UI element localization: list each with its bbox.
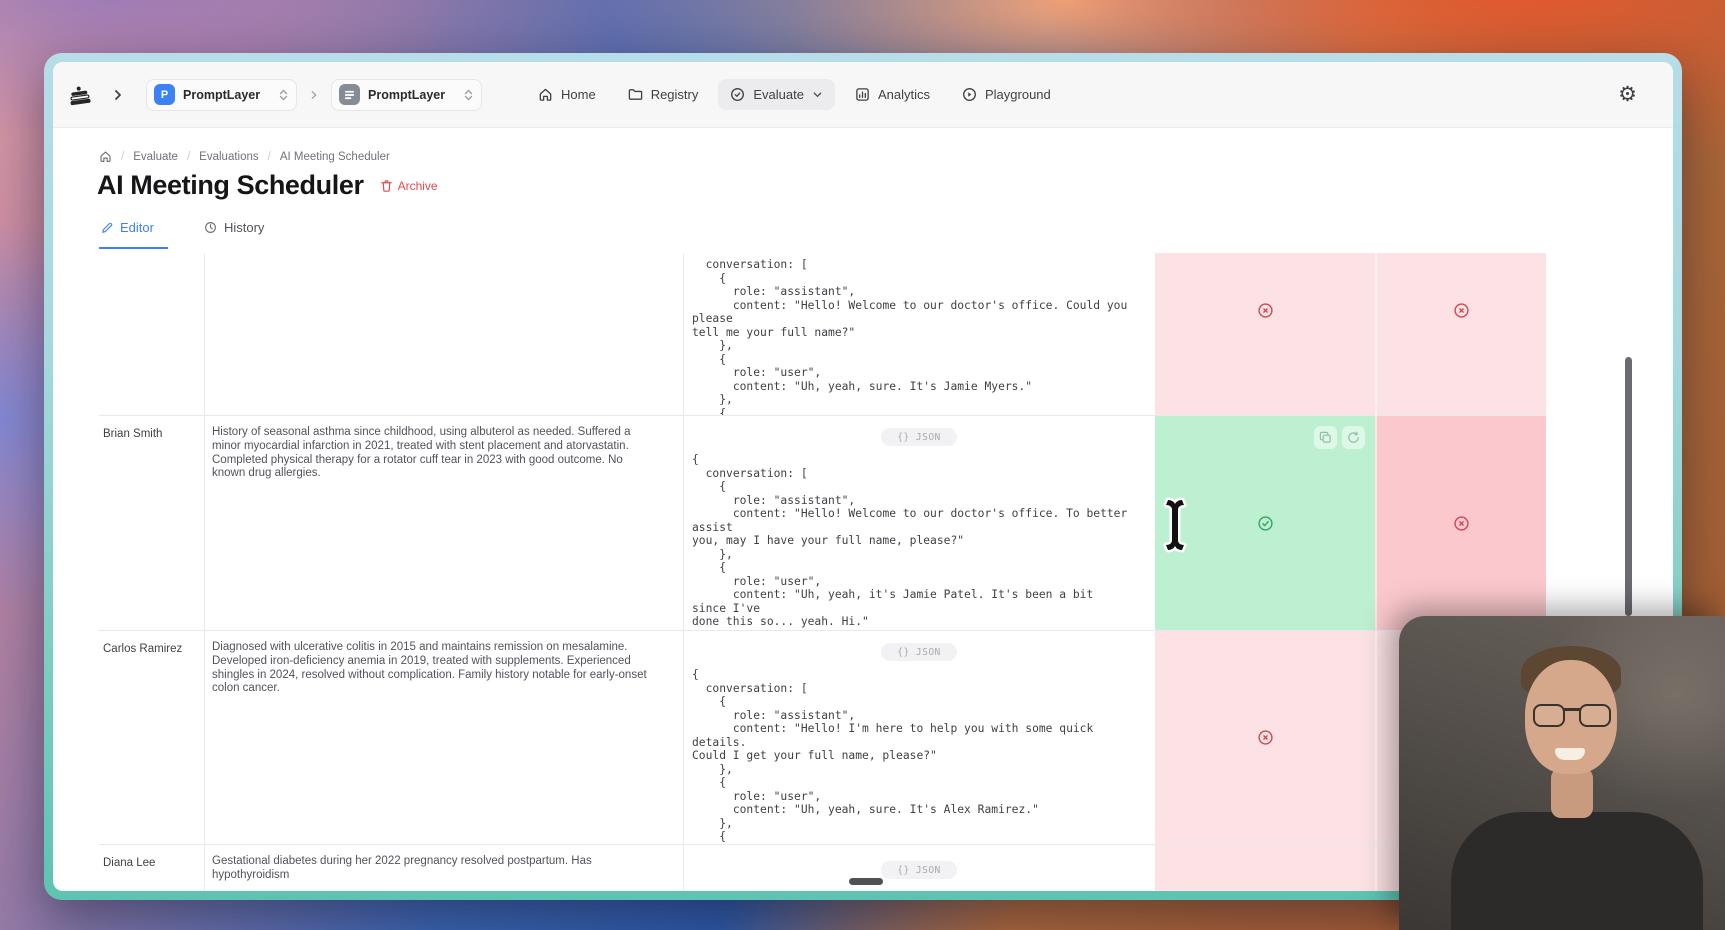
sidebar-expand-chevron-icon[interactable] [112,89,124,101]
tab-history-label: History [223,220,265,235]
eval-result-cell-fail[interactable] [1155,631,1375,844]
patient-name-cell: Diana Lee [103,857,156,869]
person-smile [1555,748,1585,760]
breadcrumb-separator: / [121,150,125,163]
json-content: conversation: [ { role: "assistant", con… [692,258,1128,415]
nav-evaluate-label: Evaluate [753,87,804,102]
fail-circle-x-icon [1454,303,1469,318]
pencil-icon [102,222,113,233]
patient-history-cell: Diagnosed with ulcerative colitis in 201… [212,641,647,695]
nav-playground[interactable]: Playground [950,79,1063,110]
horizontal-scrollbar[interactable] [849,878,883,885]
nav-home[interactable]: Home [526,79,608,110]
analytics-icon [856,88,869,101]
json-content: { conversation: [ { role: "assistant", c… [692,453,1128,630]
fail-circle-x-icon [1257,730,1273,745]
select-updown-icon [279,88,288,101]
json-output-cell[interactable]: {} JSON { conversation: [ { role: "assis… [683,416,1155,630]
person-torso [1451,812,1703,930]
breadcrumb: / Evaluate / Evaluations / AI Meeting Sc… [99,150,390,163]
patient-history-cell: History of seasonal asthma since childho… [212,426,631,480]
breadcrumb-evaluations[interactable]: Evaluations [199,150,259,163]
patient-name-cell: Brian Smith [103,428,163,440]
json-output-cell[interactable]: {} JSON [683,845,1155,891]
nav-playground-label: Playground [985,87,1051,102]
nav-analytics-label: Analytics [877,87,930,102]
page-title: AI Meeting Scheduler [97,170,364,200]
trash-icon [380,179,392,192]
eval-result-cell-pass[interactable] [1155,416,1375,630]
json-type-badge: {} JSON [881,643,957,661]
json-output-cell[interactable]: {} JSON { conversation: [ { role: "assis… [683,631,1155,844]
project-icon [339,84,360,105]
json-type-badge: {} JSON [881,861,957,879]
copy-result-button[interactable] [1314,426,1337,449]
breadcrumb-separator: / [267,150,271,163]
fail-circle-x-icon [1454,515,1469,531]
fail-circle-x-icon [1257,303,1273,318]
patient-history-cell: Gestational diabetes during her 2022 pre… [212,855,592,881]
eval-result-cell-fail[interactable] [1155,253,1375,415]
app-window: P PromptLayer PromptLayer Home [44,53,1682,900]
json-type-badge: {} JSON [881,428,957,446]
patient-name-cell: Carlos Ramirez [103,643,183,655]
workspace-p-icon: P [154,84,175,105]
workspace-breadcrumb-chevron-icon [309,90,319,100]
copy-icon [1319,431,1331,443]
workspace-selector[interactable]: P PromptLayer [146,78,297,111]
eval-result-cell-fail[interactable] [1155,845,1375,891]
table-row: conversation: [ { role: "assistant", con… [99,253,1546,416]
json-output-cell[interactable]: conversation: [ { role: "assistant", con… [683,253,1155,415]
clock-history-icon [205,222,216,233]
archive-label: Archive [397,178,438,193]
nav-home-label: Home [561,87,596,102]
home-icon [539,88,552,101]
evaluation-table: conversation: [ { role: "assistant", con… [99,253,1546,891]
nav-evaluate[interactable]: Evaluate [718,79,835,110]
top-toolbar: P PromptLayer PromptLayer Home [53,62,1673,128]
eval-result-cell-fail[interactable] [1375,253,1546,415]
refresh-icon [1348,431,1359,443]
workspace-name: PromptLayer [183,87,261,102]
tab-bar: Editor History [99,220,264,253]
table-row: Carlos Ramirez Diagnosed with ulcerative… [99,631,1546,845]
select-updown-icon [464,88,473,101]
vertical-scrollbar[interactable] [1625,357,1632,616]
settings-gear-icon[interactable]: ⚙ [1618,83,1637,106]
breadcrumb-home-icon[interactable] [99,150,112,163]
webcam-overlay [1399,616,1725,930]
tab-editor[interactable]: Editor [99,220,168,249]
nav-registry[interactable]: Registry [616,79,711,110]
tab-editor-label: Editor [120,220,154,235]
person-glasses [1533,704,1611,728]
promptlayer-cake-logo-icon[interactable] [66,82,94,108]
json-content: { conversation: [ { role: "assistant", c… [692,668,1094,844]
eval-result-cell-fail[interactable] [1375,416,1546,630]
person-neck [1551,768,1593,818]
table-row: Diana Lee Gestational diabetes during he… [99,845,1546,891]
breadcrumb-current[interactable]: AI Meeting Scheduler [279,150,390,163]
breadcrumb-separator: / [186,150,191,163]
project-selector[interactable]: PromptLayer [331,78,482,111]
tab-history[interactable]: History [204,220,264,247]
breadcrumb-evaluate[interactable]: Evaluate [133,150,178,163]
nav-analytics[interactable]: Analytics [843,79,942,110]
table-row: Brian Smith History of seasonal asthma s… [99,416,1546,631]
play-circle-icon [963,88,976,101]
folder-icon [628,89,642,100]
chevron-down-icon [813,92,822,98]
archive-button[interactable]: Archive [380,179,438,193]
rerun-result-button[interactable] [1342,426,1365,449]
pass-circle-check-icon [1257,515,1273,531]
project-name: PromptLayer [368,87,446,102]
evaluate-icon [731,88,745,101]
nav-registry-label: Registry [650,87,699,102]
